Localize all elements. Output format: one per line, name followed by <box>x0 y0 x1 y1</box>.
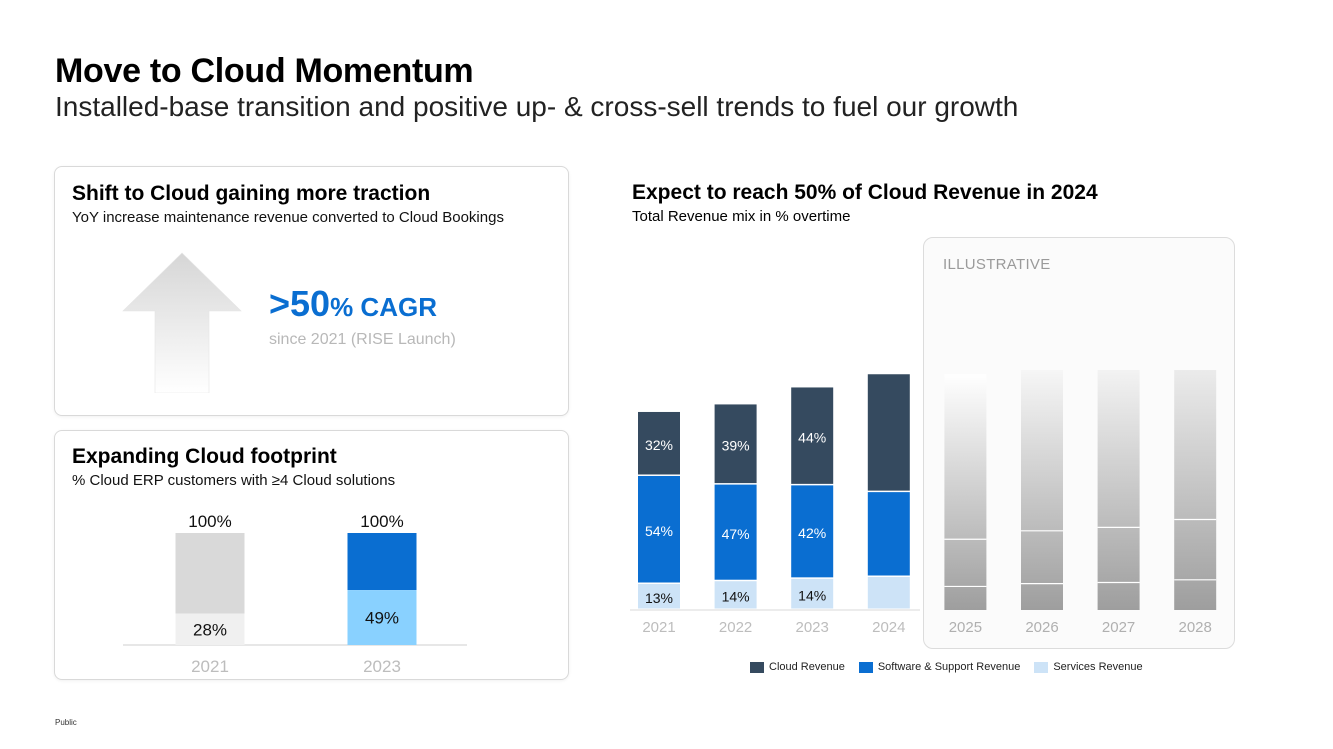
card-title: Shift to Cloud gaining more traction <box>72 182 431 205</box>
x-tick-label: 2021 <box>191 657 229 676</box>
x-tick-label: 2027 <box>1102 619 1135 636</box>
cagr-metric: >50% CAGR <box>269 283 437 325</box>
bar-software <box>867 492 910 576</box>
legend-item-cloud: Cloud Revenue <box>750 661 845 673</box>
data-label: 44% <box>798 429 826 445</box>
bar-illustrative <box>1174 370 1217 610</box>
card-title: Expanding Cloud footprint <box>72 445 337 468</box>
bar-services <box>867 576 910 609</box>
data-label: 42% <box>798 525 826 541</box>
x-tick-label: 2025 <box>949 619 982 636</box>
page-subtitle: Installed-base transition and positive u… <box>55 91 1019 122</box>
cagr-note: since 2021 (RISE Launch) <box>269 331 456 348</box>
legend-swatch <box>750 661 764 673</box>
x-tick-label: 2023 <box>796 619 829 636</box>
data-label: 28% <box>193 620 227 639</box>
legend-item-services: Services Revenue <box>1034 661 1143 673</box>
total-label: 100% <box>360 512 403 531</box>
card-subtitle: YoY increase maintenance revenue convert… <box>72 209 504 226</box>
total-label: 100% <box>188 512 231 531</box>
bar-services <box>791 578 834 609</box>
x-tick-label: 2022 <box>719 619 752 636</box>
legend-label: Services Revenue <box>1053 661 1143 673</box>
bar-software <box>714 484 757 580</box>
x-tick-label: 2028 <box>1179 619 1212 636</box>
data-label: 32% <box>645 437 673 453</box>
bar-cloud <box>714 404 757 484</box>
cagr-unit: % CAGR <box>330 292 437 322</box>
bar-cloud <box>638 411 680 475</box>
revenue-mix-chart: 13% 54% 32% 2021 14% 47% 39% 2022 14% 42% 44% 2023 2… <box>630 370 1217 636</box>
bar-services <box>638 583 680 609</box>
bar-illustrative <box>1097 370 1140 610</box>
bar-segment <box>175 613 245 645</box>
legend-label: Software & Support Revenue <box>877 661 1021 673</box>
legend-swatch <box>1034 661 1049 673</box>
data-label: 54% <box>645 523 673 539</box>
legend-label: Cloud Revenue <box>769 661 845 673</box>
bar-total <box>347 533 417 591</box>
revenue-chart-subtitle: Total Revenue mix in % overtime <box>632 208 851 225</box>
footprint-chart: 100% 28% 2021 100% 49% 2023 <box>123 512 467 676</box>
bar-services <box>714 581 757 609</box>
bar-illustrative <box>944 374 987 610</box>
bar-cloud <box>791 387 834 484</box>
data-label: 49% <box>365 609 399 628</box>
bar-cloud <box>867 374 910 491</box>
x-tick-label: 2023 <box>363 657 401 676</box>
legend-swatch <box>858 661 873 673</box>
data-label: 47% <box>722 526 750 542</box>
legend-item-software: Software & Support Revenue <box>858 661 1021 673</box>
illustrative-label: ILLUSTRATIVE <box>943 256 1051 273</box>
cagr-number: >50 <box>269 283 331 324</box>
revenue-chart-title: Expect to reach 50% of Cloud Revenue in … <box>632 181 1098 204</box>
data-label: 14% <box>798 587 826 603</box>
bar-illustrative <box>1021 370 1063 610</box>
classification-label: Public <box>55 718 77 727</box>
bar-software <box>791 485 834 578</box>
x-tick-label: 2024 <box>872 619 905 636</box>
page-title: Move to Cloud Momentum <box>55 52 474 90</box>
up-arrow-icon <box>122 252 242 393</box>
data-label: 39% <box>722 438 750 454</box>
cloud-footprint-card: Expanding Cloud footprint % Cloud ERP cu… <box>54 430 569 680</box>
x-tick-label: 2026 <box>1025 619 1058 636</box>
data-label: 14% <box>722 589 750 605</box>
card-subtitle: % Cloud ERP customers with ≥4 Cloud solu… <box>72 472 396 489</box>
x-tick-label: 2021 <box>642 619 675 636</box>
chart-legend: Cloud Revenue Software & Support Revenue… <box>750 661 1143 673</box>
data-label: 13% <box>645 590 673 606</box>
bar-total <box>175 533 245 614</box>
bar-software <box>638 475 680 583</box>
cloud-traction-card: Shift to Cloud gaining more traction YoY… <box>54 166 569 416</box>
bar-segment <box>347 590 417 645</box>
